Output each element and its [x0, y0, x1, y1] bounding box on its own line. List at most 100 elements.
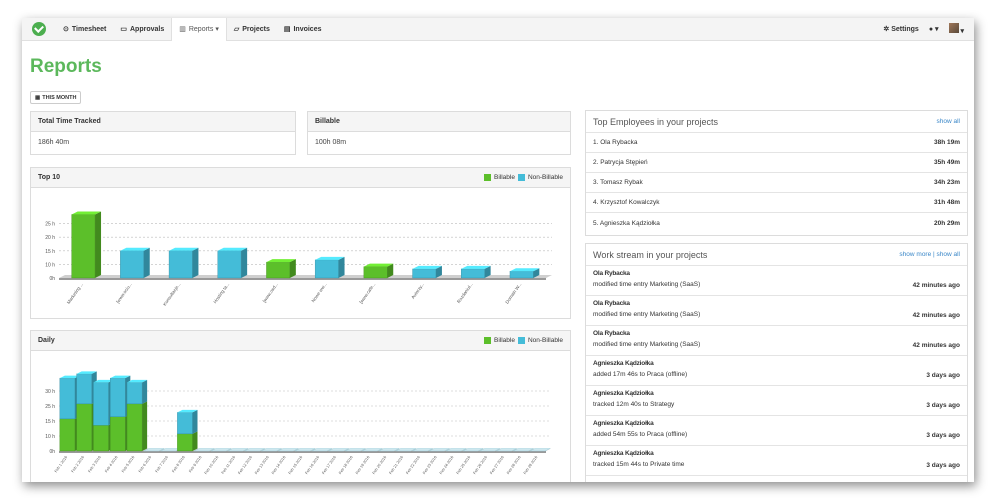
bar-top — [479, 448, 500, 452]
page-title: Reports — [30, 56, 102, 77]
settings-label: Settings — [891, 26, 919, 33]
x-tick-label: Domain W... — [504, 282, 522, 305]
activity-text: added 17m 46s to Praca (offline) — [593, 371, 688, 378]
nav-projects[interactable]: ▱ Projects — [227, 18, 277, 41]
employee-name: 2. Patrycja Stępień — [593, 159, 648, 166]
avatar — [948, 23, 959, 33]
bar-non-billable — [461, 268, 485, 279]
x-tick-label: Feb 8 2016 — [171, 455, 185, 473]
list-item: Ola Rybacka modified time entry Marketing… — [586, 326, 967, 356]
top10-panel: Top 10 Billable Non-Billable 0h 10 h 15 h 2… — [30, 167, 571, 319]
bar-top — [76, 371, 97, 374]
y-tick-label: 30 h — [45, 389, 55, 395]
bar-side — [95, 211, 102, 278]
calendar-icon: ▦ — [35, 94, 41, 101]
nav-approvals[interactable]: ▭ Approvals — [113, 18, 171, 41]
legend-billable-label: Billable — [493, 174, 515, 181]
bar-top — [278, 448, 299, 452]
bar-top — [412, 265, 442, 269]
y-tick-label: 0h — [49, 276, 55, 282]
bar-top — [110, 375, 131, 379]
period-button-label: THIS MONTH — [42, 94, 77, 101]
activity-text: tracked 15m 44s to Private time — [593, 461, 685, 468]
x-tick-label: Autorzy... — [410, 282, 425, 300]
activity-user: Agnieszka Kądziołka — [593, 390, 654, 397]
nav-right: ✲ Settings ● ▾ ▾ — [883, 23, 974, 35]
bar-billable — [266, 261, 291, 279]
bar-top — [378, 448, 400, 452]
folder-icon: ▱ — [233, 26, 240, 33]
x-tick-label: Feb 16 2016 — [305, 455, 321, 475]
settings-button[interactable]: ✲ Settings — [883, 25, 918, 33]
bar-side — [435, 265, 442, 278]
bar-non-billable — [59, 377, 76, 420]
list-item: Agnieszka Kądziołka tracked 12m 40s to St… — [586, 386, 967, 416]
billable-panel: Billable 100h 08m — [307, 111, 571, 155]
work-stream-header: Work stream in your projects show more |… — [586, 244, 967, 266]
bar-top — [445, 448, 467, 452]
nav-approvals-label: Approvals — [130, 25, 165, 33]
x-tick-label: Feb 19 2016 — [355, 455, 371, 475]
nav-reports-label: Reports ▾ — [188, 26, 219, 33]
help-menu[interactable]: ● ▾ — [929, 25, 939, 33]
x-tick-label: Feb 29 2016 — [523, 455, 539, 475]
employee-name: 1. Ola Rybacka — [593, 139, 638, 146]
y-tick-label: 25 h — [45, 222, 55, 228]
bar-top — [529, 448, 551, 452]
bar-top — [509, 268, 540, 272]
bar-top — [513, 448, 534, 452]
top-employees-show-all-link[interactable]: show all — [936, 118, 960, 125]
bar-top — [412, 448, 433, 452]
list-item: 1. Ola Rybacka 38h 19m — [586, 133, 967, 153]
period-button[interactable]: ▦ THIS MONTH — [30, 91, 82, 104]
bar-side — [192, 409, 198, 434]
x-tick-label: Feb 25 2016 — [456, 455, 472, 475]
bar-top — [169, 247, 199, 251]
bar-top — [93, 379, 114, 383]
x-tick-label: Feb 23 2016 — [422, 455, 438, 475]
x-tick-label: Feb 9 2016 — [188, 455, 202, 473]
bar-top — [120, 247, 150, 251]
activity-text: modified time entry Marketing (SaaS) — [593, 311, 701, 318]
bar-non-billable — [217, 250, 242, 279]
total-time-label: Total Time Tracked — [31, 112, 295, 132]
activity-user: Agnieszka Kądziołka — [593, 450, 654, 457]
x-tick-label: Feb 24 2016 — [439, 455, 455, 475]
gear-icon: ✲ — [883, 26, 890, 33]
nav-invoices[interactable]: ▤ Invoices — [277, 18, 329, 41]
bar-chart-icon: ▥ — [179, 26, 186, 33]
work-stream-links[interactable]: show more | show all — [899, 251, 960, 258]
bar-non-billable — [168, 250, 193, 279]
app-logo-icon[interactable] — [32, 22, 46, 36]
daily-panel: Daily Billable Non-Billable 0h 10 h 15 h 25… — [30, 330, 571, 482]
x-tick-label: Feb 18 2016 — [338, 455, 354, 475]
user-menu[interactable]: ▾ — [948, 23, 964, 35]
activity-text: modified time entry Marketing (SaaS) — [593, 341, 701, 348]
legend-billable-swatch — [483, 174, 491, 181]
x-tick-label: Konsultacje... — [162, 282, 182, 307]
bar-top — [395, 448, 416, 452]
total-time-value: 186h 40m — [38, 139, 70, 146]
bar-side — [142, 379, 148, 404]
y-tick-label: 25 h — [45, 404, 55, 410]
bar-non-billable — [126, 382, 143, 405]
x-tick-label: Feb 4 2016 — [104, 455, 118, 473]
legend-nonbillable-label: Non-Billable — [527, 174, 563, 181]
bar-top — [177, 409, 198, 413]
x-tick-label: Feb 10 2016 — [204, 455, 220, 475]
activity-time: 42 minutes ago — [912, 312, 960, 319]
total-time-panel: Total Time Tracked 186h 40m — [30, 111, 296, 155]
top-employees-title: Top Employees in your projects — [593, 116, 719, 127]
nav-timesheet[interactable]: ⊙ Timesheet — [56, 18, 113, 41]
bar-top — [127, 379, 148, 383]
bar-non-billable — [110, 377, 126, 417]
activity-time: 3 days ago — [926, 462, 960, 469]
nav-reports[interactable]: ▥ Reports ▾ — [171, 18, 227, 41]
x-tick-label: Feb 20 2016 — [372, 455, 388, 475]
x-tick-label: Feb 28 2016 — [506, 455, 522, 475]
employee-time: 38h 19m — [933, 139, 960, 146]
billable-value: 100h 08m — [315, 139, 347, 146]
employee-time: 31h 48m — [933, 199, 960, 206]
x-tick-label: Feb 3 2016 — [88, 455, 102, 473]
work-stream-panel: Work stream in your projects show more |… — [585, 243, 968, 482]
